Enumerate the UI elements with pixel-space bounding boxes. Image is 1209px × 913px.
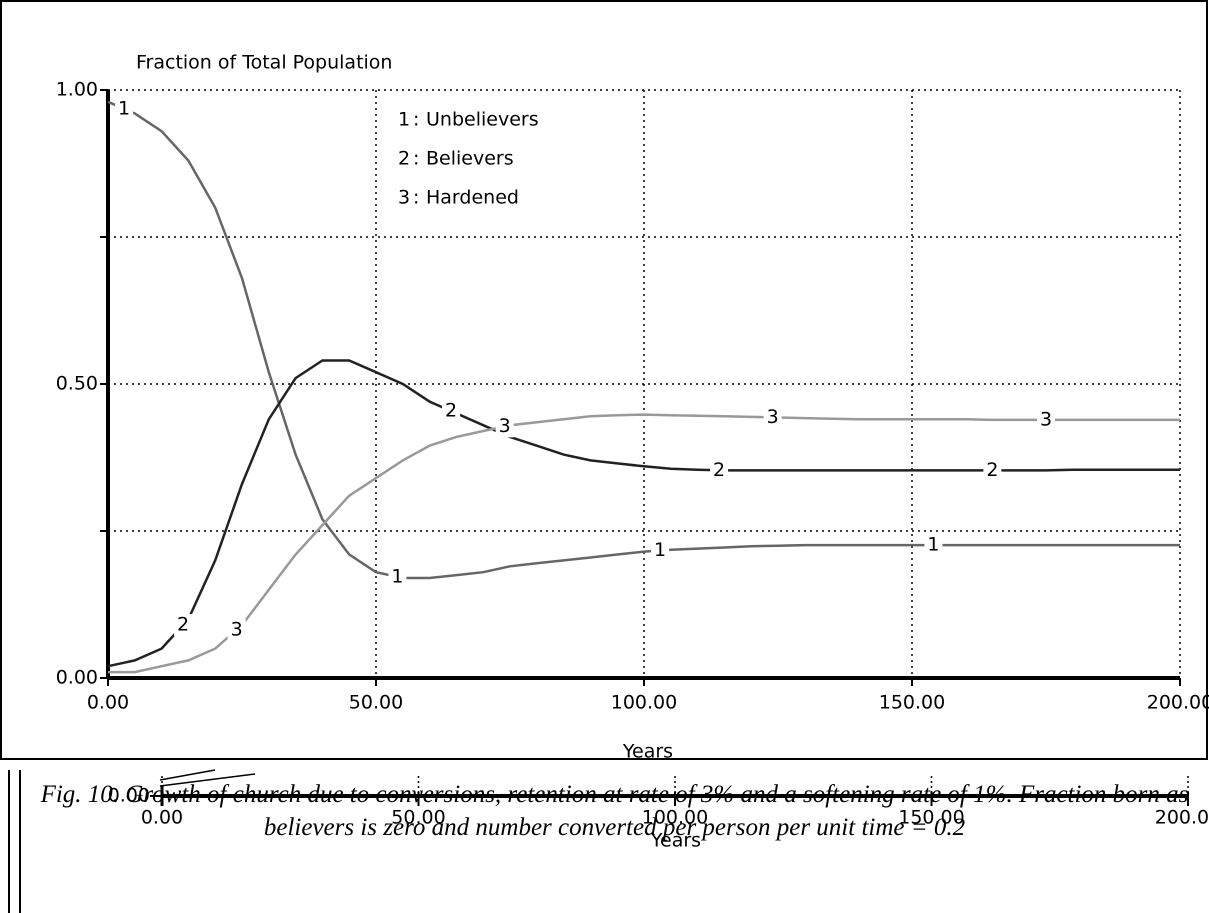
series-marker: 2	[177, 614, 189, 636]
legend-label: Unbelievers	[426, 109, 539, 131]
artifact-stroke	[159, 769, 216, 781]
x-axis-label: Years	[622, 741, 673, 763]
series-marker-bg	[1037, 408, 1055, 431]
y-tick-label: 0.00	[108, 785, 150, 807]
series-marker-bg	[924, 534, 943, 557]
series-marker: 2	[445, 400, 457, 422]
frame	[0, 0, 1208, 760]
series-marker-bg	[227, 618, 246, 641]
series-marker-bg	[710, 459, 729, 482]
series-marker-bg	[763, 406, 782, 429]
series-marker-bg	[495, 415, 514, 438]
x-tick-label: 200.00	[1147, 692, 1209, 714]
series-marker: 1	[391, 565, 403, 587]
legend-separator: :	[413, 148, 419, 170]
y-tick-label: 0.50	[56, 373, 98, 395]
x-tick-label: 0.00	[141, 807, 183, 829]
chart-title: Fraction of Total Population	[136, 52, 392, 74]
legend-label: Hardened	[426, 187, 519, 209]
artifact-stroke	[159, 773, 256, 787]
series-marker: 2	[986, 459, 998, 481]
x-tick-label: 100.00	[642, 807, 708, 829]
series-marker: 3	[499, 415, 511, 437]
legend-marker: 1	[398, 109, 410, 131]
series-marker: 1	[654, 539, 666, 561]
series-marker: 3	[767, 406, 779, 428]
y-tick-label: 1.00	[56, 79, 98, 101]
series-line	[108, 413, 1180, 674]
x-tick-label: 0.00	[87, 692, 129, 714]
x-tick-label: 150.00	[898, 807, 964, 829]
legend-marker: 2	[398, 148, 410, 170]
legend-label: Believers	[426, 148, 514, 170]
legend-separator: :	[413, 187, 419, 209]
series-marker-bg	[983, 459, 1002, 482]
x-tick-label: 100.00	[611, 692, 677, 714]
series-marker-bg	[388, 565, 407, 588]
x-tick-label: 50.00	[349, 692, 403, 714]
caption: Fig. 10. Growth of church due to convers…	[40, 781, 1189, 841]
x-tick-label: 50.00	[391, 807, 445, 829]
series-line	[107, 100, 1180, 580]
x-tick-label: 150.00	[879, 692, 945, 714]
series-marker-bg	[442, 400, 461, 423]
series-marker: 2	[713, 459, 725, 481]
legend-separator: :	[413, 109, 419, 131]
series-marker: 3	[231, 618, 243, 640]
series-marker-bg	[651, 539, 670, 562]
series-marker-bg	[115, 97, 134, 120]
x-tick-label: 200.00	[1155, 807, 1209, 829]
y-tick-label: 0.00	[56, 667, 98, 689]
series-marker-bg	[174, 614, 193, 637]
series-marker: 1	[927, 534, 939, 556]
legend-marker: 3	[398, 187, 410, 209]
x-axis-label: Years	[650, 830, 701, 852]
series-marker: 3	[1040, 408, 1052, 430]
series-line	[107, 359, 1180, 668]
series-marker: 1	[118, 97, 130, 119]
